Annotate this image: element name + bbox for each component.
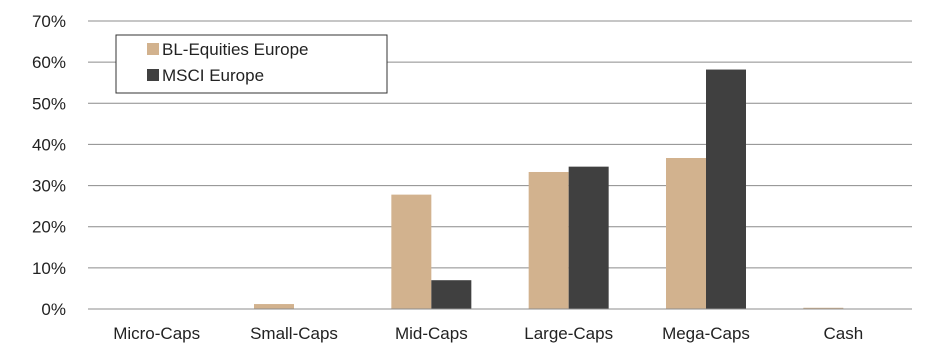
bars <box>254 69 844 309</box>
legend-swatch <box>147 69 159 81</box>
x-tick-label: Mega-Caps <box>662 324 750 343</box>
y-tick-label: 30% <box>32 177 66 196</box>
legend-box <box>115 34 388 94</box>
legend-label: MSCI Europe <box>162 66 264 85</box>
y-tick-label: 60% <box>32 53 66 72</box>
x-axis-ticks: Micro-Caps Small-Caps Mid-Caps Large-Caps Me… <box>113 324 863 343</box>
y-tick-label: 40% <box>32 135 66 154</box>
bar <box>568 166 609 309</box>
x-tick-label: Cash <box>823 324 863 343</box>
y-tick-label: 10% <box>32 259 66 278</box>
legend-label: BL-Equities Europe <box>162 40 308 59</box>
y-tick-label: 0% <box>41 300 66 319</box>
bar <box>706 69 746 309</box>
bar <box>528 171 569 309</box>
bar <box>254 304 294 309</box>
legend: BL-Equities Europe MSCI Europe <box>115 34 388 94</box>
x-tick-label: Small-Caps <box>250 324 338 343</box>
x-tick-label: Mid-Caps <box>395 324 468 343</box>
x-tick-label: Large-Caps <box>524 324 613 343</box>
bar <box>803 307 844 309</box>
y-axis-ticks: 0% 10% 20% 30% 40% 50% 60% 70% <box>32 12 66 319</box>
bar <box>431 280 472 309</box>
y-tick-label: 70% <box>32 12 66 31</box>
bar <box>666 158 706 309</box>
y-tick-label: 20% <box>32 218 66 237</box>
x-tick-label: Micro-Caps <box>113 324 200 343</box>
y-tick-label: 50% <box>32 94 66 113</box>
bar <box>391 194 432 309</box>
legend-swatch <box>147 43 159 55</box>
